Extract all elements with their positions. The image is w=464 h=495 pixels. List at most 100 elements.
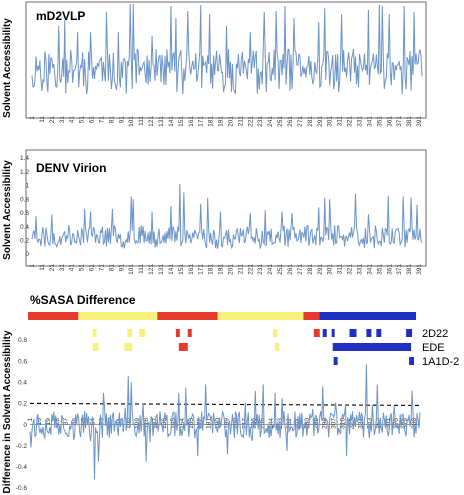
domain-bar	[28, 312, 416, 320]
x-tick-label: 41	[69, 116, 76, 124]
x-tick-label: 21	[49, 116, 56, 124]
epitope-block	[322, 329, 327, 337]
panel-denv-virion: DENV Virion Solvent Accessibility 0 0.2 0.…	[2, 149, 427, 275]
x-tick-label: 181	[208, 264, 215, 275]
x-tick-label: 281	[307, 264, 314, 275]
y-tick-label: 1.4	[20, 155, 29, 162]
x-tick-label: 307	[331, 418, 338, 429]
x-tick-label: 291	[317, 264, 324, 275]
y-axis-label: Difference in Solvent Accessibility	[2, 330, 13, 493]
x-tick-label: 201	[227, 116, 234, 127]
x-tick-label: 316	[340, 418, 347, 429]
x-tick-label: 100	[125, 418, 132, 429]
x-tick-label: 73	[98, 418, 105, 426]
x-tick-label: 253	[277, 418, 284, 429]
x-tick-label: 118	[143, 418, 150, 429]
x-tick-label: 19	[45, 418, 52, 426]
chart-title: mD2VLP	[36, 9, 85, 23]
x-tick-label: 91	[118, 264, 125, 272]
x-tick-label: 31	[59, 264, 66, 272]
x-tick-label: 221	[247, 264, 254, 275]
x-tick-label: 281	[307, 116, 314, 127]
x-tick-label: 231	[257, 264, 264, 275]
x-tick-label: 271	[297, 116, 304, 127]
y-tick-label: -0.6	[16, 485, 28, 492]
epitope-block	[275, 343, 280, 351]
epitope-block	[333, 357, 338, 365]
x-tick-label: 262	[286, 418, 293, 429]
x-tick-label: 251	[277, 116, 284, 127]
plot-frame	[25, 1, 427, 119]
plot-frame	[25, 149, 427, 267]
chart-title: %SASA Difference	[30, 293, 136, 307]
x-tick-label: 325	[349, 418, 356, 429]
x-tick-label: 1	[27, 418, 34, 422]
x-tick-label: 280	[304, 418, 311, 429]
x-tick-label: 161	[188, 264, 195, 275]
x-tick-label: 191	[218, 116, 225, 127]
x-tick-label: 289	[313, 418, 320, 429]
domain-segment	[78, 312, 158, 320]
y-tick-label: 0.6	[20, 210, 29, 217]
domain-segment	[28, 312, 79, 320]
series-line	[31, 184, 423, 249]
epitope-block	[187, 329, 192, 337]
panel-sasa-difference: %SASA Difference 2D22 EDE 1A1D-2 Differenc…	[2, 293, 459, 494]
x-tick-label: 61	[89, 264, 96, 272]
x-tick-label: 151	[178, 116, 185, 127]
x-tick-label: 28	[54, 418, 61, 426]
y-axis-label: Solvent Accessibility	[2, 160, 13, 260]
series-line	[29, 364, 421, 480]
x-tick-label: 381	[406, 116, 413, 127]
x-tick-label: 101	[128, 116, 135, 127]
x-tick-label: 271	[297, 264, 304, 275]
epitope-block	[376, 329, 382, 337]
epitope-block	[313, 329, 320, 337]
x-tick-label: 261	[287, 116, 294, 127]
x-tick-label: 121	[148, 264, 155, 275]
x-tick-label: 241	[267, 264, 274, 275]
x-tick-label: 190	[215, 418, 222, 429]
epitope-block	[406, 329, 413, 337]
epitope-block	[409, 357, 415, 365]
y-tick-label: 1.2	[20, 169, 29, 176]
x-tick-label: 311	[337, 264, 344, 275]
x-tick-label: 321	[347, 116, 354, 127]
y-tick-label: 0.6	[18, 358, 27, 365]
x-tick-label: 371	[396, 116, 403, 127]
x-tick-label: 221	[247, 116, 254, 127]
epitope-block	[92, 343, 99, 351]
x-tick-label: 181	[208, 116, 215, 127]
x-tick-label: 1	[29, 264, 36, 268]
epitope-label: EDE	[422, 342, 445, 354]
y-axis-label: Solvent Accessibility	[2, 18, 13, 118]
x-tick-label: 172	[197, 418, 204, 429]
x-tick-labels: 1 11 21 31 41 51 61 71 81 91 101 111 121 131 141 151 161…	[29, 264, 423, 275]
x-tick-label: 391	[416, 116, 423, 127]
x-tick-label: 91	[118, 116, 125, 124]
x-tick-label: 199	[223, 418, 230, 429]
x-tick-label: 145	[170, 418, 177, 429]
x-tick-label: 11	[39, 116, 46, 123]
epitope-block	[349, 329, 357, 337]
epitope-block	[124, 343, 133, 351]
x-tick-label: 161	[188, 116, 195, 127]
domain-segment	[157, 312, 218, 320]
x-tick-label: 11	[39, 264, 46, 271]
epitope-tracks	[92, 329, 415, 365]
x-tick-label: 31	[59, 116, 66, 124]
x-tick-label: 151	[178, 264, 185, 275]
x-tick-label: 251	[277, 264, 284, 275]
x-tick-label: 361	[386, 116, 393, 127]
y-tick-label: 0.8	[18, 337, 27, 344]
x-tick-label: 379	[402, 418, 409, 429]
epitope-block	[178, 343, 188, 351]
y-tick-labels: -0.6 -0.4 -0.2 0 0.2 0.4 0.6 0.8	[16, 337, 28, 492]
x-tick-label: 37	[63, 418, 70, 426]
x-tick-label: 361	[384, 418, 391, 429]
x-tick-label: 370	[393, 418, 400, 429]
x-tick-label: 141	[168, 264, 175, 275]
y-tick-label: -0.2	[16, 443, 28, 450]
x-tick-label: 191	[218, 264, 225, 275]
epitope-label: 2D22	[422, 328, 448, 340]
